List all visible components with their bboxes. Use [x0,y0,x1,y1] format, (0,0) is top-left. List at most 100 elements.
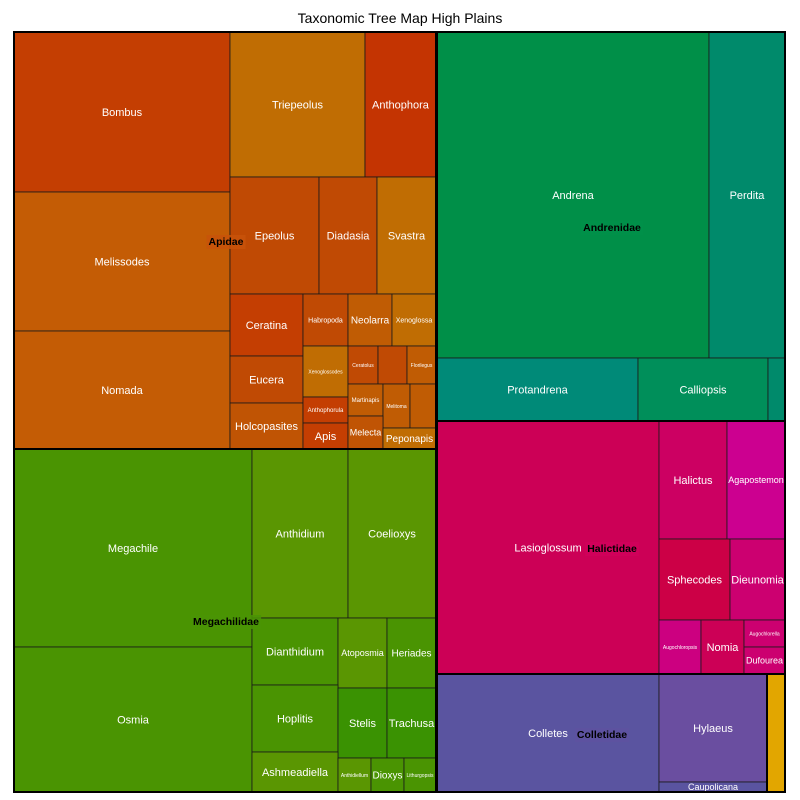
genus-cell-nomada [13,330,231,450]
genus-label-florilegus: Florilegus [411,363,433,369]
family-block-apidae: Bombus Melissodes Nomada Triepeolus Anthopho… [13,31,437,450]
family-label-megachilidae: Megachilidae [191,615,262,629]
genus-cell-melecta [347,415,384,450]
genus-label-ceratina: Ceratina [246,320,288,332]
genus-label-melitoma: Melitoma [386,404,407,410]
genus-label-calliopsis: Calliopsis [679,384,727,396]
genus-cell-anthidiellum [337,757,372,793]
genus-cell-halictus [658,420,728,540]
genus-cell-holcopasites [229,402,304,450]
genus-cell-atoposmia [337,617,388,689]
genus-label-diadasia: Diadasia [327,230,371,242]
genus-label-ashmeadiella: Ashmeadiella [262,767,329,779]
genus-label-hylaeus: Hylaeus [693,723,733,735]
svg-text:Colletidae: Colletidae [577,729,627,741]
genus-label-anthophorula: Anthophorula [308,408,344,414]
genus-label-nomada: Nomada [101,385,143,397]
genus-cell-diadasia [318,176,378,295]
genus-label-holcopasites: Holcopasites [235,421,298,433]
chart-title: Taxonomic Tree Map High Plains [297,10,503,26]
genus-cell-megachile [13,448,253,648]
family-label-layer: Apidae Andrenidae Megachilidae Halictidae Co… [191,221,644,742]
genus-label-dioxys: Dioxys [372,771,402,782]
genus-cell-hylaeus [658,673,768,783]
genus-cell-unnamed-5-0 [766,673,786,793]
genus-cell-xenoglossa [391,293,437,347]
genus-label-martinapis: Martinapis [352,398,380,404]
family-label-andrenidae: Andrenidae [581,221,644,235]
genus-label-svastra: Svastra [388,230,426,242]
genus-cell-heriades [386,617,437,689]
genus-cell-anthophora [364,31,437,178]
genus-label-heriades: Heriades [391,649,431,660]
genus-cell-melitoma [382,383,411,429]
genus-label-colletes: Colletes [528,728,568,740]
genus-label-melissodes: Melissodes [94,256,150,268]
genus-label-dianthidium: Dianthidium [266,646,324,658]
genus-cell-osmia [13,646,253,793]
genus-label-megachile: Megachile [108,543,158,555]
genus-label-hoplitis: Hoplitis [277,713,314,725]
genus-label-perdita: Perdita [730,190,766,202]
genus-cell-stelis [337,687,388,759]
genus-label-xenoglossa: Xenoglossa [396,317,433,324]
genus-label-lithurgopsis: Lithurgopsis [407,773,434,779]
genus-label-dufourea: Dufourea [746,656,783,666]
genus-cell-dianthidium [251,617,339,686]
genus-label-anthophora: Anthophora [372,99,430,111]
genus-cell-coelioxys [347,448,437,619]
genus-cell-unnamed-0-15 [377,345,408,385]
genus-label-epeolus: Epeolus [255,230,295,242]
genus-cell-sphecodes [658,538,731,621]
genus-cell-protandrena [436,357,639,422]
svg-text:Apidae: Apidae [208,236,243,248]
genus-label-coelioxys: Coelioxys [368,528,416,540]
family-block-unnamed-5 [766,673,786,793]
genus-cell-ceratina [229,293,304,357]
genus-cell-svastra [376,176,437,295]
genus-label-ceratolus: Ceratolus [352,363,374,369]
genus-cell-anthophorula [302,396,349,424]
svg-text:Halictidae: Halictidae [587,543,637,555]
genus-label-andrena: Andrena [552,190,594,202]
genus-label-agapostemon: Agapostemon [728,475,784,485]
genus-label-melecta: Melecta [350,428,382,438]
genus-label-atoposmia: Atoposmia [341,648,384,658]
genus-label-caupolicana: Caupolicana [688,782,738,792]
genus-cell-neolarra [347,293,393,347]
genus-label-eucera: Eucera [249,374,285,386]
genus-cell-habropoda [302,293,349,347]
genus-cell-eucera [229,355,304,404]
family-border [766,673,786,793]
family-label-colletidae: Colletidae [574,728,630,742]
genus-label-halictus: Halictus [673,475,713,487]
genus-label-apis: Apis [315,431,337,443]
family-label-halictidae: Halictidae [585,542,639,556]
genus-label-augochlorella: Augochlorella [749,631,780,637]
svg-text:Megachilidae: Megachilidae [193,616,259,628]
genus-label-nomia: Nomia [707,642,740,654]
genus-label-neolarra: Neolarra [351,316,390,327]
genus-cell-xenoglossodes [302,345,349,398]
family-block-megachilidae: Megachile Osmia Anthidium Coelioxys Dianthid… [13,448,437,793]
genus-label-peponapis: Peponapis [386,434,433,445]
genus-label-lasioglossum: Lasioglossum [514,542,581,554]
genus-cell-unnamed-0-21 [409,383,437,429]
genus-cell-dieunomia [729,538,786,621]
genus-label-triepeolus: Triepeolus [272,99,323,111]
genus-label-augochloropsis: Augochloropsis [663,645,698,651]
svg-text:Andrenidae: Andrenidae [583,222,641,234]
genus-label-protandrena: Protandrena [507,384,568,396]
genus-label-habropoda: Habropoda [308,317,343,324]
genus-cell-triepeolus [229,31,366,178]
genus-label-anthidium: Anthidium [276,528,325,540]
genus-cell-unnamed-1-4 [767,357,786,422]
genus-cell-lithurgopsis [403,757,437,793]
family-block-andrenidae: Andrena Perdita Protandrena Calliopsis [436,31,786,422]
genus-cell-ceratolus [347,345,379,385]
genus-label-dieunomia: Dieunomia [731,574,784,586]
genus-label-osmia: Osmia [117,714,150,726]
genus-label-anthidiellum: Anthidiellum [341,773,368,779]
genus-label-sphecodes: Sphecodes [667,574,723,586]
